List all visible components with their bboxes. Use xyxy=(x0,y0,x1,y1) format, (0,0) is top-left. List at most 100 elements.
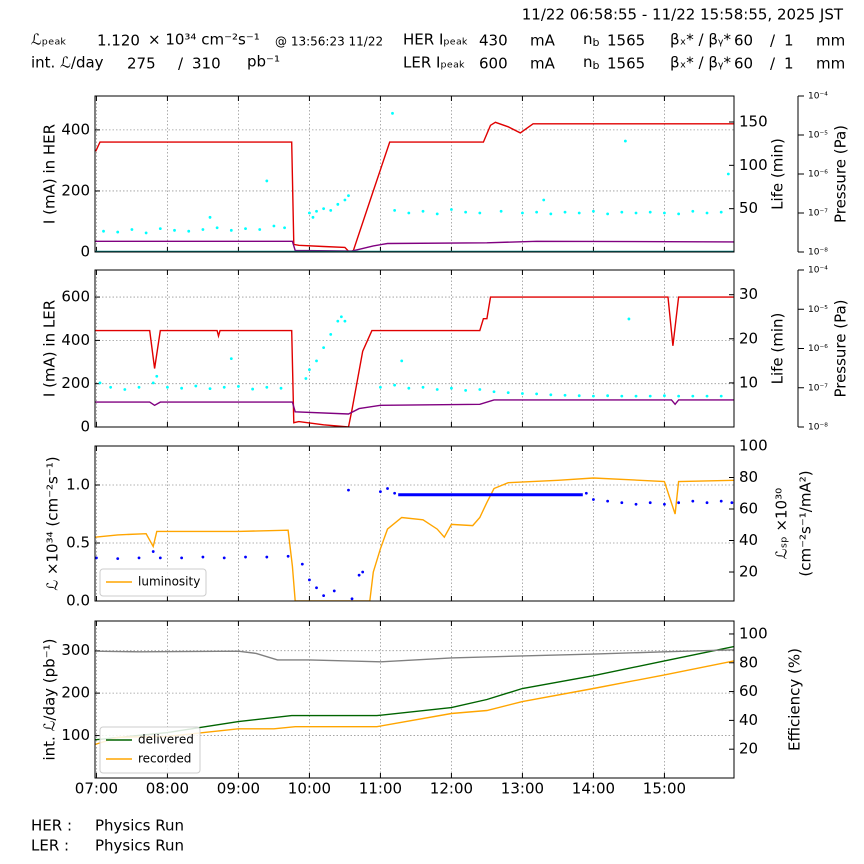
intl-unit: pb⁻¹ xyxy=(247,53,280,71)
y3-tick-label: 10⁻⁴ xyxy=(808,92,828,102)
y3-tick-label: 10⁻⁸ xyxy=(808,248,828,258)
marker xyxy=(400,359,404,363)
ring-label: HER Iₚₑₐₖ xyxy=(403,31,468,49)
marker xyxy=(347,194,350,198)
marker xyxy=(322,594,326,598)
marker xyxy=(634,211,638,215)
beta-sep: / xyxy=(770,32,776,50)
y3-tick-label: 10⁻⁷ xyxy=(808,209,828,219)
ring-current: 430 xyxy=(479,32,508,50)
marker xyxy=(393,209,397,212)
x-tick-label: 14:00 xyxy=(572,780,615,798)
marker xyxy=(478,211,482,215)
marker xyxy=(251,387,255,391)
legend-box xyxy=(99,726,201,774)
intl-label: int. ℒ/day xyxy=(31,54,104,72)
x-tick-label: 12:00 xyxy=(430,780,473,798)
marker xyxy=(719,499,723,503)
marker xyxy=(648,394,652,398)
plot-frame xyxy=(94,445,735,602)
marker xyxy=(286,554,290,558)
y-tick-label: 0.5 xyxy=(66,533,90,551)
marker xyxy=(407,211,411,215)
marker xyxy=(521,392,524,395)
marker xyxy=(180,386,184,390)
marker xyxy=(336,319,340,323)
y3-tick-label: 10⁻⁵ xyxy=(808,305,828,315)
marker xyxy=(648,210,652,214)
x-tick-label: 11:00 xyxy=(359,780,402,798)
beta-x: 60 xyxy=(734,32,753,50)
marker xyxy=(322,207,326,211)
marker xyxy=(137,385,141,389)
plot-area xyxy=(95,477,734,601)
marker xyxy=(691,499,695,503)
marker xyxy=(563,210,567,214)
marker xyxy=(208,215,212,219)
marker xyxy=(315,209,318,213)
marker xyxy=(95,556,98,560)
y-tick-label: 0 xyxy=(80,418,90,436)
y-tick-label: 200 xyxy=(61,374,90,392)
series-line xyxy=(95,645,734,741)
marker xyxy=(173,228,176,232)
marker xyxy=(300,562,304,566)
marker xyxy=(151,381,155,385)
marker xyxy=(343,319,347,323)
marker xyxy=(627,317,631,321)
lpeak-value: 1.120 xyxy=(97,32,140,50)
lpeak-label: ℒₚₑₐₖ xyxy=(31,31,67,49)
marker xyxy=(705,501,709,505)
marker xyxy=(592,209,595,213)
y3-label: Pressure (Pa) xyxy=(832,299,850,397)
marker xyxy=(506,391,510,395)
marker xyxy=(265,385,269,389)
marker xyxy=(158,556,162,560)
footer-label: LER : xyxy=(31,837,69,855)
y2-label: Life (min) xyxy=(769,138,787,210)
marker xyxy=(542,198,546,202)
y2-tick-label: 20 xyxy=(739,563,758,581)
y2-tick-label: 80 xyxy=(739,468,758,486)
marker xyxy=(361,570,365,574)
marker xyxy=(592,498,595,501)
marker xyxy=(492,390,496,394)
marker xyxy=(421,209,425,213)
y3-tick-label: 10⁻⁷ xyxy=(808,383,828,393)
marker xyxy=(663,394,666,398)
plot-area xyxy=(95,111,734,252)
marker xyxy=(521,211,524,215)
marker xyxy=(343,198,347,202)
marker xyxy=(215,226,219,230)
marker xyxy=(116,230,120,234)
y-tick-label: 100 xyxy=(61,726,90,744)
marker xyxy=(201,228,205,231)
y-label: I (mA) in HER xyxy=(41,124,59,224)
marker xyxy=(691,394,695,398)
marker xyxy=(421,385,425,389)
marker xyxy=(155,374,159,378)
nb-label: nb xyxy=(583,53,600,73)
marker xyxy=(102,229,105,233)
marker xyxy=(98,381,102,385)
marker xyxy=(677,394,681,398)
y2-tick-label: 60 xyxy=(739,682,758,700)
plot-frame xyxy=(94,269,735,428)
y3-tick-label: 10⁻⁸ xyxy=(808,423,828,433)
x-tick-label: 10:00 xyxy=(288,780,331,798)
marker xyxy=(577,394,581,398)
plot-area xyxy=(95,296,734,427)
marker xyxy=(229,228,233,232)
series-line xyxy=(95,240,734,252)
marker xyxy=(166,385,169,389)
marker xyxy=(386,487,389,490)
marker xyxy=(634,394,638,398)
y2-tick-label: 100 xyxy=(739,624,768,642)
y2-tick-label: 20 xyxy=(739,740,758,758)
marker xyxy=(663,211,666,215)
series-line xyxy=(95,649,734,663)
marker xyxy=(339,315,343,319)
series-line xyxy=(95,477,734,601)
marker xyxy=(237,385,240,388)
marker xyxy=(391,111,394,115)
